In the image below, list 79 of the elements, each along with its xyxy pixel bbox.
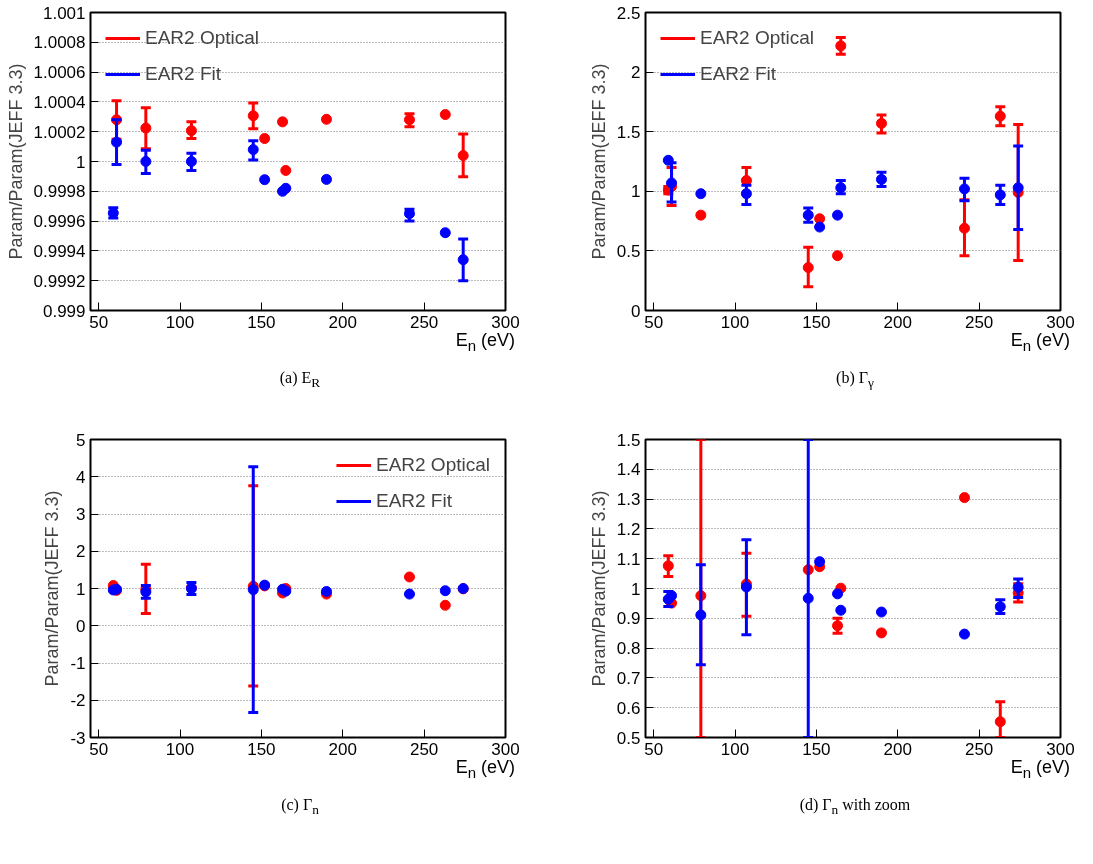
y-tick-label: 0.9 — [616, 609, 641, 629]
legend-label: EAR2 Fit — [375, 490, 452, 512]
x-tick-label: 300 — [491, 312, 520, 332]
y-tick-label: 1 — [631, 579, 641, 599]
text: (b) Γ$_{γ}$ — [836, 368, 874, 393]
x-tick-label: 300 — [1046, 739, 1075, 759]
x-tick-label: 150 — [802, 739, 831, 759]
y-tick-label: 2.5 — [616, 3, 641, 23]
y-tick-label: 0.7 — [616, 668, 641, 688]
y-tick-label: 4 — [76, 467, 86, 487]
legend-label: EAR2 Optical — [375, 454, 490, 476]
y-tick-label: 0.5 — [616, 728, 641, 748]
y-tick-label: 1 — [631, 182, 641, 202]
x-tick-label: 250 — [409, 739, 439, 759]
y-tick-label: 3 — [76, 505, 86, 524]
y-tick-label: 0.999 — [42, 301, 86, 321]
y-axis-title: Param/Param(JEFF 3.3) — [588, 490, 609, 687]
y-tick-label: 1 — [76, 152, 86, 172]
x-tick-label: 200 — [328, 312, 357, 332]
x-tick-label: 150 — [802, 312, 831, 332]
y-tick-label: 0.9998 — [33, 182, 86, 202]
y-tick-label: 0.9996 — [33, 212, 86, 232]
x-tick-label: 250 — [964, 739, 994, 759]
x-axis-title: E$_{n}$ (eV) — [455, 756, 515, 783]
y-axis-title: Param/Param(JEFF 3.3) — [42, 490, 63, 687]
text: (c) Γ$_{n}$ — [281, 795, 319, 820]
y-tick-label: 0 — [631, 301, 641, 321]
y-tick-label: 1.4 — [616, 460, 641, 480]
x-tick-label: 200 — [883, 312, 912, 332]
x-tick-label: 250 — [964, 312, 994, 332]
x-tick-label: 300 — [1046, 312, 1075, 332]
y-tick-label: 1.3 — [616, 490, 641, 510]
y-tick-label: 0.8 — [616, 639, 641, 659]
x-tick-label: 100 — [165, 739, 195, 759]
x-tick-label: 100 — [165, 312, 195, 332]
y-tick-label: 5 — [76, 430, 86, 450]
y-tick-label: 0.9992 — [33, 271, 86, 291]
text: (d) Γ$_{n}$ with zoom — [799, 795, 911, 820]
y-tick-label: -1 — [70, 654, 86, 673]
legend-label: EAR2 Fit — [145, 63, 222, 85]
legend-label: EAR2 Optical — [145, 27, 260, 49]
x-axis-title: E$_{n}$ (eV) — [1010, 329, 1070, 356]
x-axis-title: E$_{n}$ (eV) — [455, 329, 515, 356]
x-tick-label: 150 — [247, 312, 276, 332]
legend-label: EAR2 Optical — [700, 27, 815, 49]
x-tick-label: 50 — [89, 312, 109, 332]
y-tick-label: -2 — [70, 691, 86, 711]
legend-label: EAR2 Fit — [700, 63, 777, 85]
x-axis-title: E$_{n}$ (eV) — [1010, 756, 1070, 783]
y-tick-label: 1.0004 — [33, 92, 86, 112]
y-tick-label: -3 — [70, 728, 86, 748]
y-tick-label: 2 — [76, 542, 86, 562]
y-axis-title: Param/Param(JEFF 3.3) — [5, 63, 26, 260]
y-tick-label: 1.2 — [616, 519, 641, 539]
x-tick-label: 250 — [409, 312, 439, 332]
y-tick-label: 1.5 — [616, 122, 641, 142]
text: (a) E$_{R}$ — [279, 368, 321, 393]
y-tick-label: 2 — [631, 63, 641, 83]
y-axis-title: Param/Param(JEFF 3.3) — [588, 63, 609, 260]
y-tick-label: 1.0006 — [33, 63, 86, 83]
y-tick-label: 0.9994 — [33, 241, 86, 261]
y-tick-label: 0.5 — [616, 241, 641, 261]
y-tick-label: 1.0002 — [33, 122, 86, 142]
y-tick-label: 0 — [76, 616, 86, 636]
x-tick-label: 50 — [89, 739, 109, 759]
x-tick-label: 200 — [328, 739, 357, 759]
y-tick-label: 0.6 — [616, 698, 641, 718]
x-tick-label: 150 — [247, 739, 276, 759]
y-tick-label: 1.5 — [616, 430, 641, 450]
x-tick-label: 200 — [883, 739, 912, 759]
x-tick-label: 100 — [720, 312, 750, 332]
y-tick-label: 1.001 — [42, 3, 86, 23]
y-tick-label: 1.1 — [616, 549, 641, 569]
x-tick-label: 50 — [644, 312, 664, 332]
x-tick-label: 50 — [644, 739, 664, 759]
y-tick-label: 1 — [76, 579, 86, 599]
y-tick-label: 1.0008 — [33, 33, 86, 53]
x-tick-label: 300 — [491, 739, 520, 759]
x-tick-label: 100 — [720, 739, 750, 759]
